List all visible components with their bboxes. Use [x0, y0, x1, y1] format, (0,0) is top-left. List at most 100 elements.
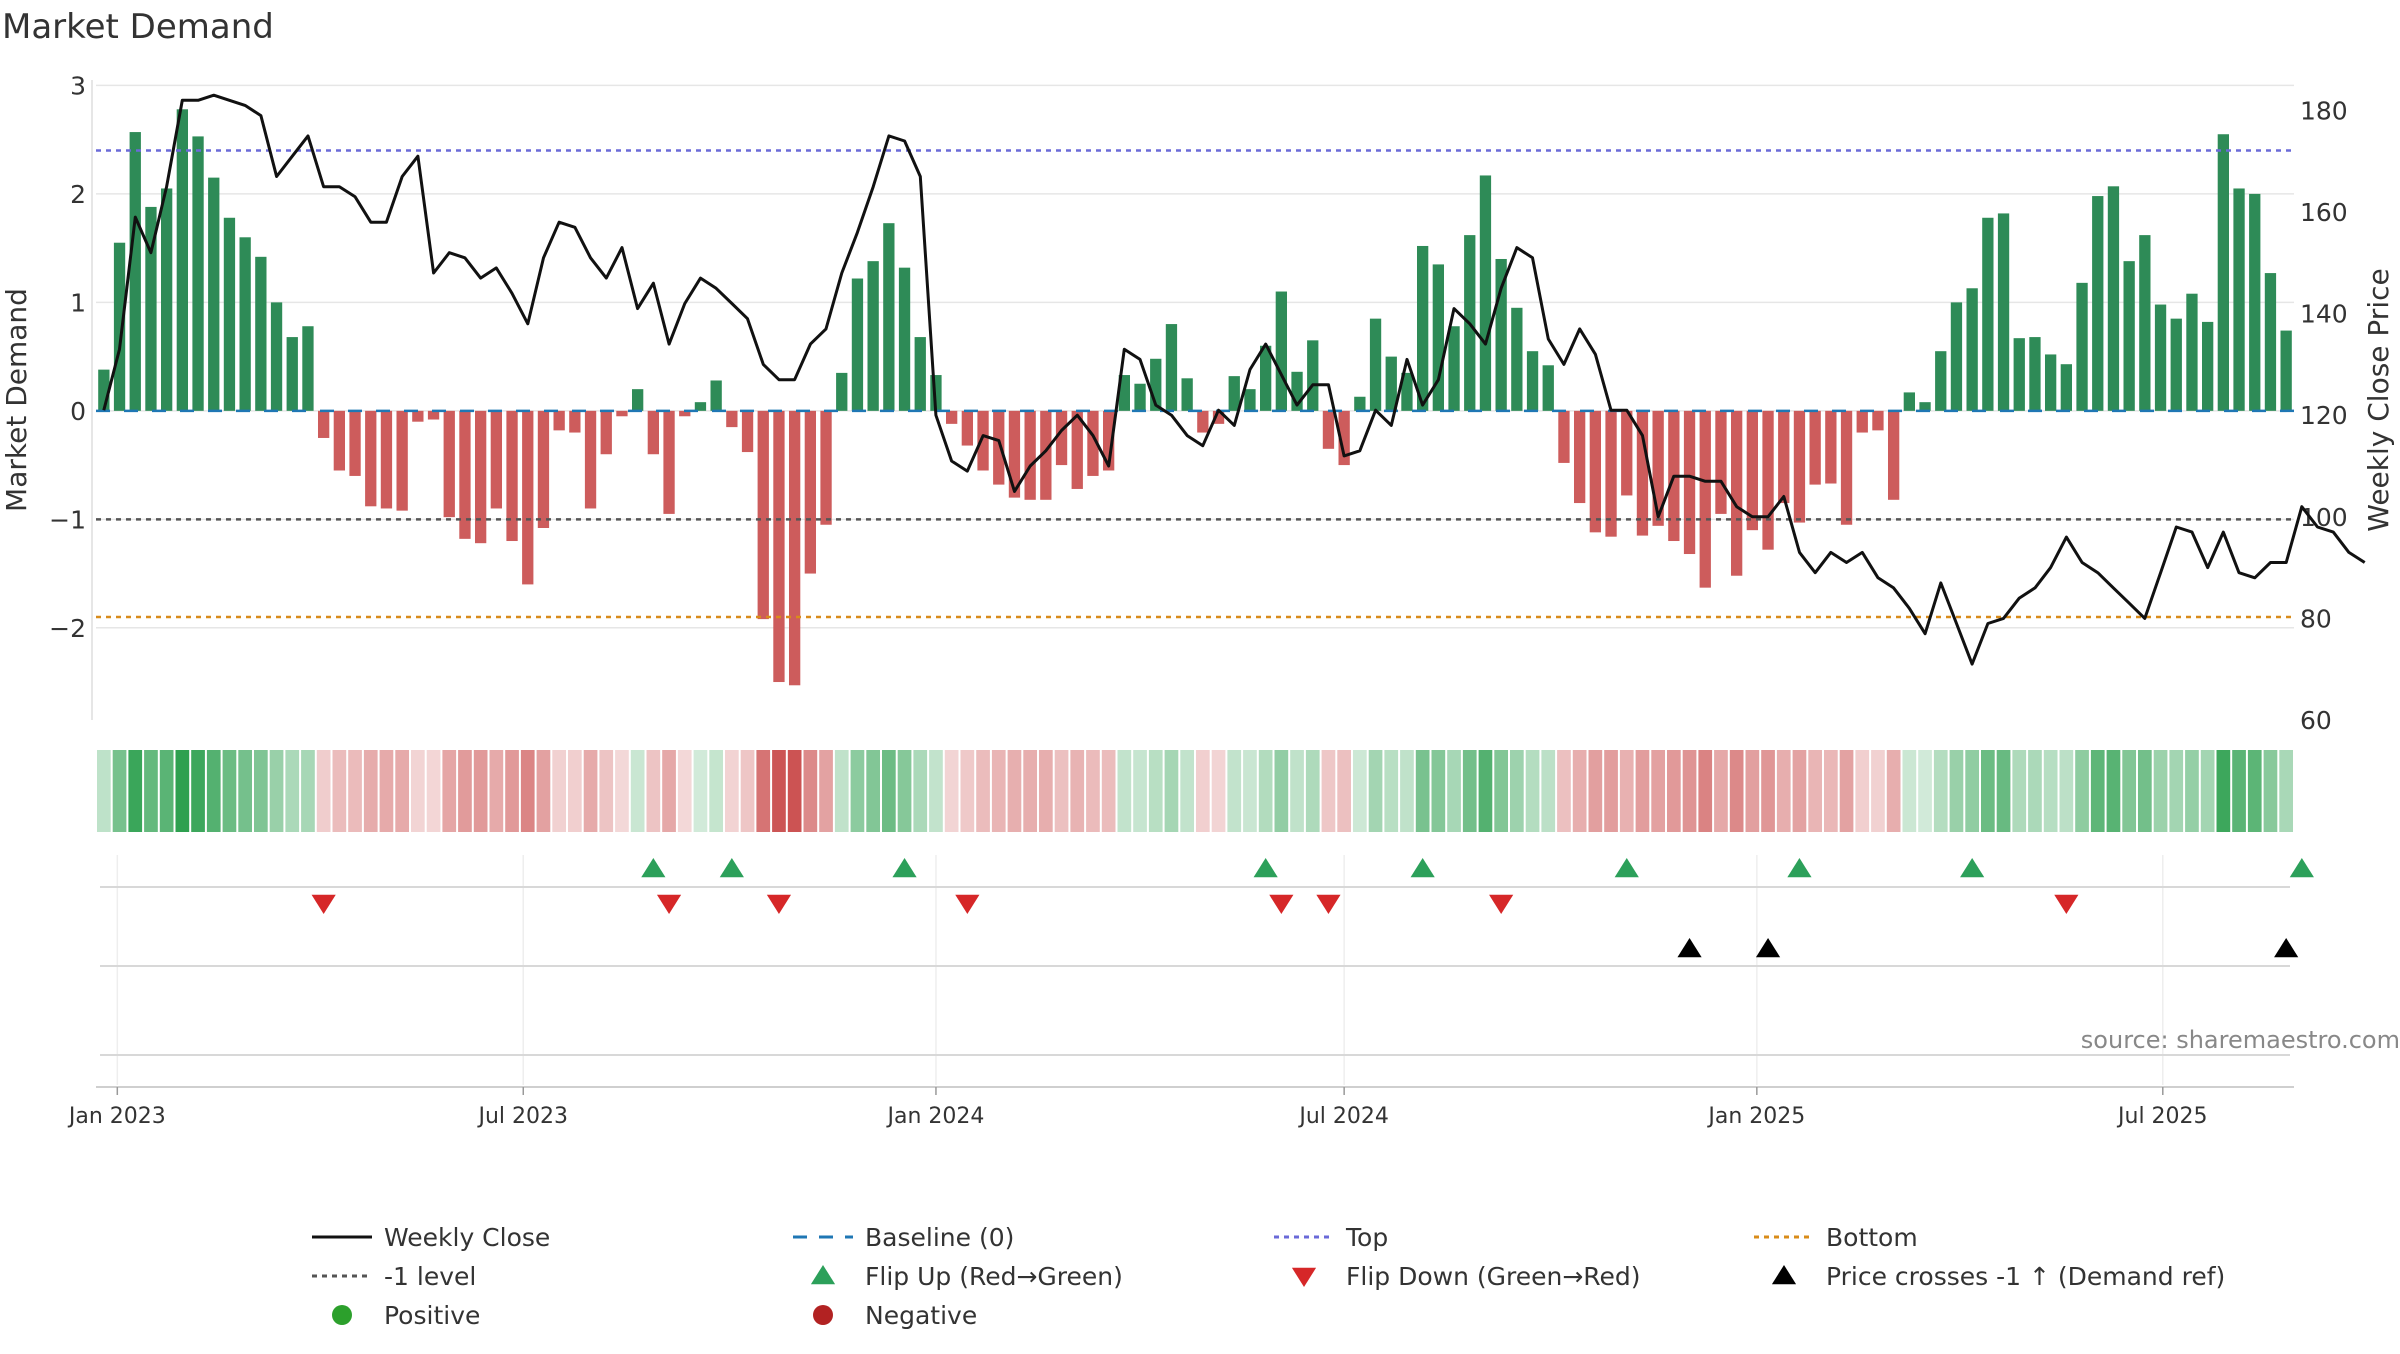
heat-cell	[1667, 750, 1681, 832]
demand-bar	[1715, 410, 1727, 514]
flip-up-marker	[1960, 858, 1985, 878]
demand-bar	[1746, 410, 1759, 531]
heat-cell	[850, 750, 865, 832]
demand-bar	[1903, 392, 1916, 411]
demand-bar	[1919, 402, 1931, 411]
heat-cell	[803, 750, 818, 832]
demand-bar	[239, 237, 251, 411]
heat-cell	[1258, 750, 1273, 832]
flip-up-marker	[892, 858, 917, 878]
demand-bar	[2201, 321, 2214, 411]
heat-cell	[882, 750, 896, 832]
demand-bar	[1040, 410, 1052, 500]
heat-cell	[929, 750, 943, 832]
heat-cell	[1949, 750, 1964, 832]
demand-bar	[459, 410, 471, 539]
legend-swatch	[332, 1305, 352, 1325]
heat-cell	[316, 750, 331, 832]
y-tick-label: 3	[70, 71, 86, 100]
heat-cell	[646, 750, 661, 832]
demand-bar	[2044, 354, 2057, 411]
heat-cell	[1588, 750, 1603, 832]
y-tick-label: −1	[49, 505, 86, 534]
heat-cell	[1933, 750, 1948, 832]
heat-cell	[1305, 750, 1320, 832]
heat-cell	[2279, 750, 2293, 832]
demand-bar	[679, 410, 691, 417]
heat-cell	[1211, 750, 1226, 832]
heat-cell	[2232, 750, 2246, 832]
y2-tick-label: 80	[2300, 604, 2332, 633]
heat-cell	[1400, 750, 1414, 832]
heat-cell	[1415, 750, 1430, 832]
demand-bar	[113, 242, 126, 411]
flip-up-marker	[1614, 858, 1639, 878]
x-tick-label: Jul 2024	[1297, 1104, 1389, 1129]
y2-axis-label: Weekly Close Price	[2362, 268, 2395, 531]
demand-bar	[1259, 345, 1272, 411]
demand-bar	[2233, 188, 2245, 411]
demand-bar	[160, 188, 173, 411]
heat-cell	[2012, 750, 2027, 832]
heat-cell	[552, 750, 566, 832]
demand-bar	[98, 369, 110, 411]
heat-cell	[1086, 750, 1100, 832]
demand-bar	[474, 410, 487, 544]
demand-bar	[1840, 410, 1853, 525]
heat-cell	[1007, 750, 1022, 832]
y2-tick-label: 60	[2300, 706, 2332, 735]
heat-cell	[442, 750, 457, 832]
heat-cell	[1101, 750, 1116, 832]
x-tick-label: Jan 2024	[885, 1104, 984, 1129]
demand-bar	[1652, 410, 1664, 526]
demand-bar	[898, 267, 911, 411]
heat-cell	[191, 750, 205, 832]
demand-bar	[1165, 324, 1178, 411]
heat-cell	[144, 750, 158, 832]
demand-bar	[270, 302, 283, 411]
demand-bar	[1558, 410, 1570, 463]
demand-bar	[1102, 410, 1115, 471]
heat-cell	[677, 750, 692, 832]
heat-cell	[1525, 750, 1540, 832]
demand-bar	[2280, 330, 2292, 411]
demand-bar	[2217, 134, 2230, 411]
demand-bar	[1369, 318, 1382, 411]
demand-bar	[914, 337, 926, 411]
demand-bar	[757, 410, 769, 620]
legend-label: Flip Down (Green→Red)	[1346, 1262, 1641, 1291]
heat-cell	[1965, 750, 1979, 832]
heat-cell	[1619, 750, 1634, 832]
heat-cell	[395, 750, 409, 832]
heat-cell	[97, 750, 111, 832]
demand-bar	[1071, 410, 1083, 489]
heat-cell	[1070, 750, 1085, 832]
heat-cell	[2075, 750, 2089, 832]
demand-bar	[553, 410, 565, 431]
demand-bar	[2139, 235, 2151, 411]
heat-cell	[1510, 750, 1524, 832]
heat-cell	[348, 750, 362, 832]
demand-bar	[569, 410, 581, 433]
demand-bar	[396, 410, 408, 511]
demand-bar	[1087, 410, 1099, 476]
heat-cell	[1557, 750, 1571, 832]
heat-cell	[254, 750, 268, 832]
demand-bar	[788, 410, 801, 686]
demand-bar	[192, 136, 204, 411]
demand-bar	[1401, 372, 1413, 411]
heat-cell	[1714, 750, 1728, 832]
price-cross-marker	[1677, 938, 1702, 958]
demand-bar	[710, 380, 722, 411]
heat-cell	[1133, 750, 1147, 832]
demand-bar	[506, 410, 518, 542]
demand-bar	[223, 217, 236, 411]
date-axis: Jan 2023 Jul 2023 Jan 2024 Jul 2024 Jan 2025…	[67, 1087, 2208, 1129]
demand-bar	[2060, 364, 2073, 411]
demand-bar	[663, 410, 675, 514]
demand-bar	[317, 410, 330, 438]
demand-bar	[1228, 376, 1240, 411]
demand-bar	[1636, 410, 1649, 536]
demand-bar	[2154, 304, 2167, 411]
demand-bar	[1793, 410, 1806, 523]
